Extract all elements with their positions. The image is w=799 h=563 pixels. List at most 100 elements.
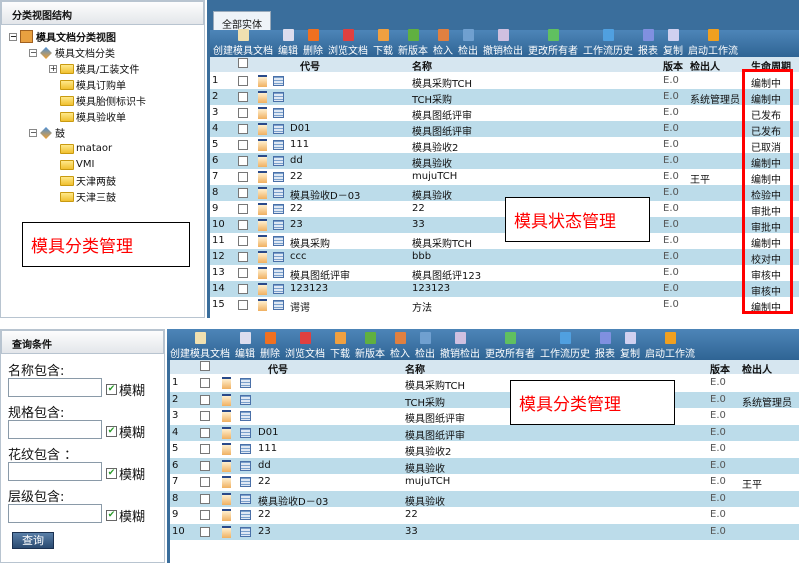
document-icon[interactable] (258, 219, 267, 231)
toolbar-button[interactable]: 报表 (595, 332, 615, 360)
properties-icon[interactable] (273, 92, 284, 102)
table-row[interactable]: 6 dd 模具验收 E.0 (170, 457, 799, 475)
row-checkbox[interactable] (238, 236, 248, 246)
toolbar-button[interactable]: 创建模具文档 (213, 29, 273, 57)
row-checkbox[interactable] (238, 124, 248, 134)
properties-icon[interactable] (273, 268, 284, 278)
toolbar-button[interactable]: 检出 (415, 332, 435, 360)
document-icon[interactable] (222, 426, 231, 439)
document-icon[interactable] (258, 251, 267, 263)
document-icon[interactable] (258, 203, 267, 215)
tree-node[interactable]: 模具胎侧标识卡 (49, 93, 146, 108)
tab-all-entities[interactable]: 全部实体 (213, 11, 271, 31)
document-icon[interactable] (258, 283, 267, 295)
document-icon[interactable] (258, 155, 267, 167)
row-checkbox[interactable] (200, 444, 210, 454)
table-row[interactable]: 10 23 33 E.0 审批中 (210, 217, 799, 234)
properties-icon[interactable] (240, 427, 251, 438)
toolbar-button[interactable]: 复制 (663, 29, 683, 57)
properties-icon[interactable] (273, 76, 284, 86)
tree-node[interactable]: 模具验收单 (49, 109, 126, 124)
properties-icon[interactable] (273, 204, 284, 214)
row-checkbox[interactable] (200, 378, 210, 388)
table-row[interactable]: 1 模具采购TCH E.0 (170, 375, 799, 392)
properties-icon[interactable] (240, 411, 251, 421)
row-checkbox[interactable] (200, 394, 210, 405)
row-checkbox[interactable] (238, 220, 248, 230)
row-checkbox[interactable] (200, 477, 210, 487)
properties-icon[interactable] (240, 394, 251, 405)
document-icon[interactable] (258, 171, 267, 183)
row-checkbox[interactable] (238, 156, 248, 166)
toolbar-button[interactable]: 检入 (433, 29, 453, 57)
row-checkbox[interactable] (200, 526, 210, 537)
row-checkbox[interactable] (200, 411, 210, 421)
toolbar-button[interactable]: 工作流历史 (540, 332, 590, 360)
document-icon[interactable] (258, 187, 267, 199)
query-field-input[interactable] (8, 378, 102, 397)
document-icon[interactable] (222, 393, 231, 406)
row-checkbox[interactable] (238, 108, 248, 118)
tree-node[interactable]: − 模具文档分类视图 (9, 29, 116, 44)
toolbar-button[interactable]: 报表 (638, 29, 658, 57)
column-header-code[interactable]: 代号 (268, 365, 288, 376)
toolbar-button[interactable]: 编辑 (235, 332, 255, 360)
table-row[interactable]: 2 TCH采购 E.0 系统管理员 (170, 391, 799, 409)
checkmark-icon[interactable]: ✔ (106, 510, 117, 521)
fuzzy-match-checkbox[interactable]: ✔ 模糊 (106, 464, 145, 483)
checkmark-icon[interactable]: ✔ (106, 426, 117, 437)
query-button[interactable]: 查询 (12, 532, 54, 549)
document-icon[interactable] (222, 525, 231, 538)
toolbar-button[interactable]: 创建模具文档 (170, 332, 230, 360)
column-header-checkout[interactable]: 检出人 (742, 365, 772, 376)
select-all-checkbox[interactable] (238, 58, 248, 68)
table-row[interactable]: 5 111 模具验收2 E.0 已取消 (210, 137, 799, 154)
query-field-input[interactable] (8, 420, 102, 439)
document-icon[interactable] (258, 139, 267, 151)
properties-icon[interactable] (240, 493, 251, 504)
table-row[interactable]: 1 模具采购TCH E.0 编制中 (210, 73, 799, 90)
properties-icon[interactable] (240, 460, 251, 471)
column-header-version[interactable]: 版本 (663, 62, 683, 73)
row-checkbox[interactable] (238, 268, 248, 278)
tree-node[interactable]: 天津两鼓 (49, 173, 116, 188)
table-row[interactable]: 6 dd 模具验收 E.0 编制中 (210, 153, 799, 170)
properties-icon[interactable] (240, 510, 251, 520)
document-icon[interactable] (258, 299, 267, 311)
properties-icon[interactable] (273, 300, 284, 310)
toolbar-button[interactable]: 浏览文档 (328, 29, 368, 57)
table-row[interactable]: 8 模具验收D－03 模具验收 E.0 (170, 490, 799, 508)
column-header-code[interactable]: 代号 (300, 62, 320, 73)
query-field-input[interactable] (8, 504, 102, 523)
table-row[interactable]: 4 D01 模具图纸评审 E.0 (170, 424, 799, 442)
row-checkbox[interactable] (200, 460, 210, 471)
table-row[interactable]: 11 模具采购 模具采购TCH E.0 编制中 (210, 233, 799, 250)
document-icon[interactable] (258, 91, 267, 103)
properties-icon[interactable] (240, 477, 251, 487)
properties-icon[interactable] (240, 444, 251, 454)
toolbar-button[interactable]: 浏览文档 (285, 332, 325, 360)
document-icon[interactable] (222, 443, 231, 455)
table-row[interactable]: 14 123123 123123 E.0 审核中 (210, 281, 799, 298)
toolbar-button[interactable]: 新版本 (355, 332, 385, 360)
properties-icon[interactable] (273, 172, 284, 182)
toolbar-button[interactable]: 检入 (390, 332, 410, 360)
toolbar-button[interactable]: 下载 (330, 332, 350, 360)
row-checkbox[interactable] (238, 204, 248, 214)
collapse-icon[interactable]: − (29, 47, 37, 57)
properties-icon[interactable] (273, 124, 284, 134)
properties-icon[interactable] (273, 252, 284, 262)
row-checkbox[interactable] (238, 172, 248, 182)
table-row[interactable]: 7 22 mujuTCH E.0 王平 编制中 (210, 169, 799, 186)
row-checkbox[interactable] (238, 140, 248, 150)
table-row[interactable]: 3 模具图纸评审 E.0 已发布 (210, 105, 799, 122)
row-checkbox[interactable] (200, 510, 210, 520)
document-icon[interactable] (258, 267, 267, 279)
collapse-icon[interactable]: − (9, 31, 17, 41)
toolbar-button[interactable]: 更改所有者 (485, 332, 535, 360)
table-row[interactable]: 2 TCH采购 E.0 系统管理员 编制中 (210, 89, 799, 106)
document-icon[interactable] (222, 377, 231, 389)
document-icon[interactable] (258, 123, 267, 135)
tree-node[interactable]: − 鼓 (29, 125, 65, 140)
properties-icon[interactable] (240, 526, 251, 537)
